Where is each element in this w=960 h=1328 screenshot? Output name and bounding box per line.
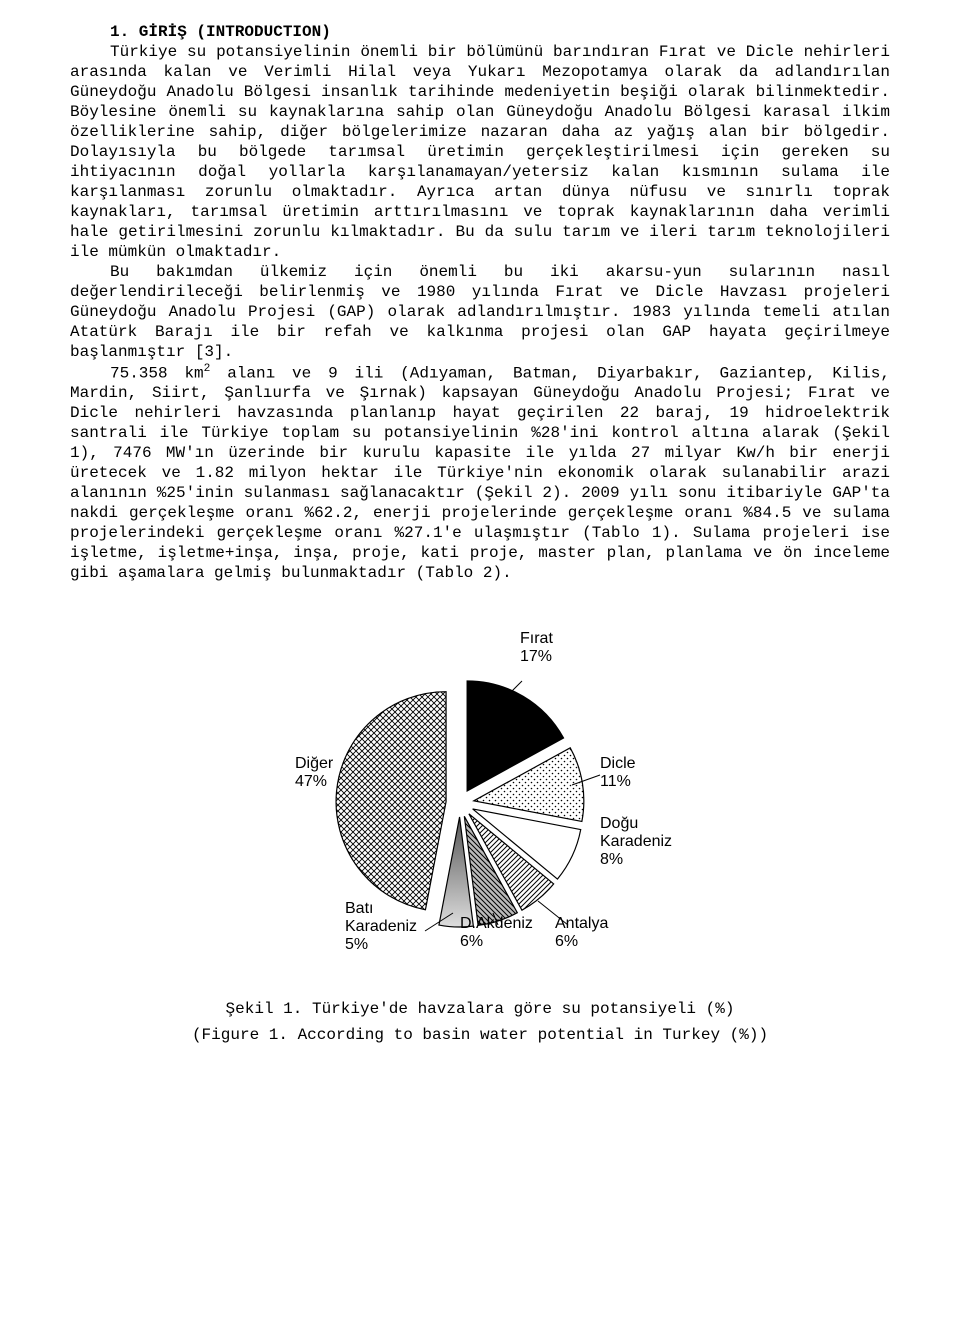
pie-label: 8% — [600, 851, 623, 868]
pie-label: Dicle — [600, 755, 636, 772]
pie-label: Doğu — [600, 815, 638, 832]
pie-label: Diğer — [295, 755, 334, 772]
pie-chart: Fırat17%Dicle11%DoğuKaradeniz8%Antalya6%… — [200, 613, 760, 993]
figure-caption-en: (Figure 1. According to basin water pote… — [192, 1025, 768, 1045]
pie-slice — [336, 692, 446, 910]
pie-label: 6% — [555, 933, 578, 950]
figure-1: Fırat17%Dicle11%DoğuKaradeniz8%Antalya6%… — [70, 613, 890, 1045]
figure-caption-tr: Şekil 1. Türkiye'de havzalara göre su po… — [226, 999, 735, 1019]
pie-label: 6% — [460, 933, 483, 950]
pie-label: 47% — [295, 773, 327, 790]
pie-label: 17% — [520, 648, 552, 665]
pie-label: 5% — [345, 936, 368, 953]
pie-label: Karadeniz — [600, 833, 672, 850]
paragraph-1: Türkiye su potansiyelinin önemli bir böl… — [70, 42, 890, 262]
pie-label: Karadeniz — [345, 918, 417, 935]
pie-label: Batı — [345, 900, 373, 917]
section-heading: 1. GİRİŞ (INTRODUCTION) — [70, 22, 890, 42]
pie-label: Fırat — [520, 630, 553, 647]
pie-label: Antalya — [555, 915, 608, 932]
paragraph-2: Bu bakımdan ülkemiz için önemli bu iki a… — [70, 262, 890, 362]
paragraph-3: 75.358 km2 alanı ve 9 ili (Adıyaman, Bat… — [70, 362, 890, 583]
pie-label: D.Akdeniz — [460, 915, 533, 932]
pie-label: 11% — [600, 773, 631, 790]
leader-line — [538, 901, 568, 925]
